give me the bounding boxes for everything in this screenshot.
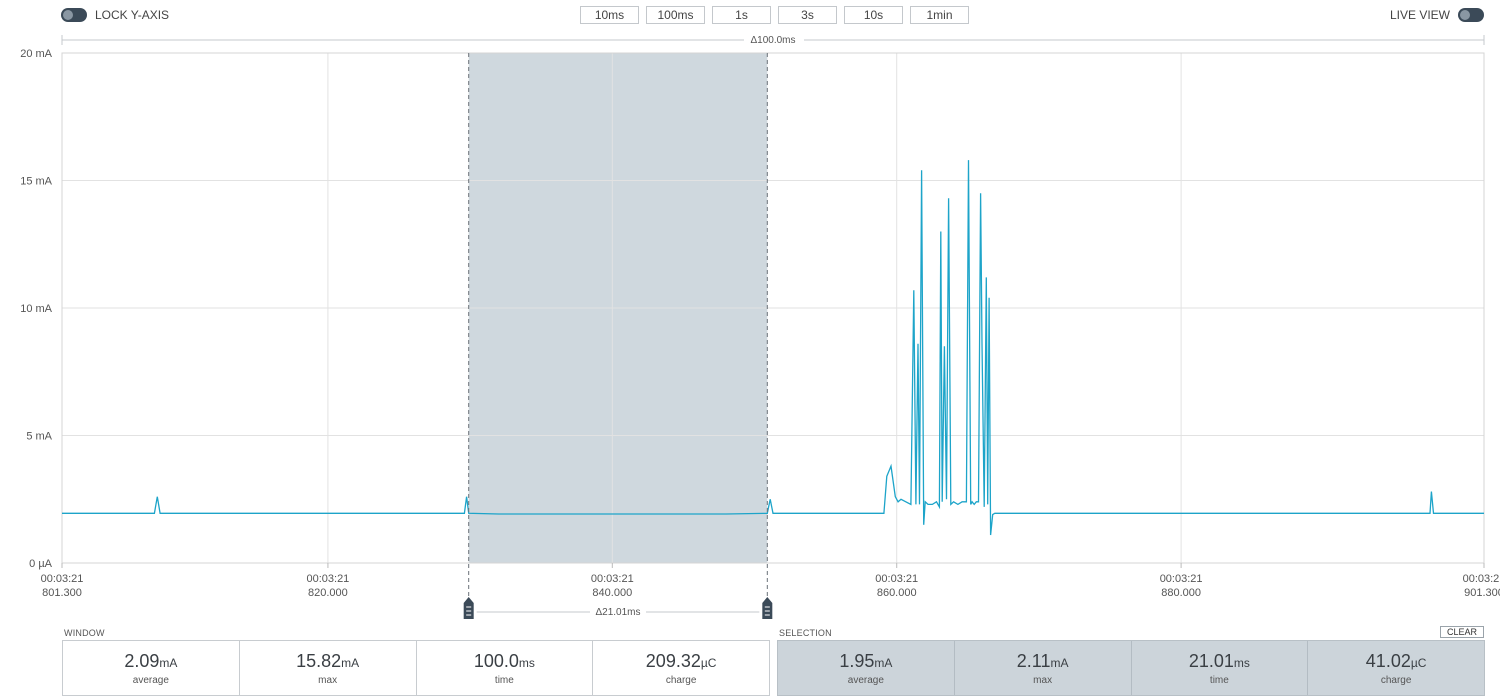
series-line-current bbox=[62, 160, 1484, 536]
window-delta-label: Δ100.0ms bbox=[750, 35, 795, 46]
x-tick-label-ms: 901.300 bbox=[1464, 587, 1500, 599]
selection-delta-bg bbox=[590, 605, 647, 619]
stat-unit: mA bbox=[1050, 656, 1069, 670]
y-tick-label: 0 µA bbox=[29, 558, 53, 570]
y-grid bbox=[62, 52, 1484, 564]
stat-unit: µC bbox=[700, 656, 717, 670]
stat-unit: mA bbox=[874, 656, 893, 670]
x-tick-label-time: 00:03:21 bbox=[875, 573, 918, 585]
stat-unit: ms bbox=[518, 656, 535, 670]
window-charge-stat: 209.32µC charge bbox=[593, 641, 769, 695]
handle-shape bbox=[463, 597, 474, 619]
time-range-buttons: 10ms 100ms 1s 3s 10s 1min bbox=[580, 6, 969, 24]
stat-name: max bbox=[318, 675, 338, 686]
stat-name: max bbox=[1033, 675, 1053, 686]
stat-unit: mA bbox=[159, 656, 178, 670]
y-tick-label: 20 mA bbox=[20, 48, 52, 60]
window-time-stat: 100.0ms time bbox=[417, 641, 594, 695]
stat-value: 100.0 bbox=[473, 651, 519, 671]
window-average-stat: 2.09mA average bbox=[63, 641, 240, 695]
current-chart[interactable]: Δ100.0ms 0 µA 5 mA 10 mA 15 mA 20 mA 00:03:2… bbox=[0, 0, 1500, 625]
x-tick-label-ms: 880.000 bbox=[1161, 587, 1201, 599]
selection-max-stat: 2.11mA max bbox=[955, 641, 1132, 695]
stat-value: 41.02 bbox=[1365, 651, 1411, 671]
window-delta-bg bbox=[744, 33, 804, 47]
plot-border bbox=[61, 52, 1485, 564]
stat-value: 2.09 bbox=[124, 651, 160, 671]
y-axis-labels: 0 µA 5 mA 10 mA 15 mA 20 mA bbox=[20, 48, 52, 570]
y-tick-label: 15 mA bbox=[20, 176, 52, 188]
stat-value: 15.82 bbox=[296, 651, 342, 671]
stat-value: 21.01 bbox=[1188, 651, 1234, 671]
x-axis-labels: 00:03:21 801.300 00:03:21 820.000 00:03:21 84… bbox=[41, 563, 1500, 599]
window-delta-bracket: Δ100.0ms bbox=[61, 33, 1485, 47]
stat-unit: ms bbox=[1233, 656, 1250, 670]
lock-y-axis-label: LOCK Y-AXIS bbox=[95, 8, 170, 22]
x-tick-label-time: 00:03:21 bbox=[1463, 573, 1500, 585]
x-tick-label-time: 00:03:21 bbox=[591, 573, 634, 585]
selection-average-stat: 1.95mA average bbox=[778, 641, 955, 695]
x-tick-label-ms: 860.000 bbox=[877, 587, 917, 599]
range-button-10ms[interactable]: 10ms bbox=[580, 6, 639, 24]
selection-time-stat: 21.01ms time bbox=[1132, 641, 1309, 695]
selection-markers bbox=[463, 53, 773, 619]
toggle-knob bbox=[1460, 10, 1470, 20]
range-button-1min[interactable]: 1min bbox=[910, 6, 969, 24]
stat-value: 2.11 bbox=[1016, 651, 1051, 671]
stat-name: average bbox=[847, 675, 884, 686]
window-max-stat: 15.82mA max bbox=[240, 641, 417, 695]
selection-cursor-handle[interactable] bbox=[762, 597, 773, 619]
stat-name: charge bbox=[1380, 675, 1412, 686]
lock-y-axis-control[interactable]: LOCK Y-AXIS bbox=[61, 8, 169, 22]
window-stats-label: WINDOW bbox=[64, 628, 105, 638]
stat-unit: mA bbox=[341, 656, 360, 670]
stat-value: 209.32 bbox=[645, 651, 701, 671]
stat-name: charge bbox=[665, 675, 697, 686]
stat-name: time bbox=[494, 675, 514, 686]
x-tick-label-time: 00:03:21 bbox=[306, 573, 349, 585]
x-tick-label-time: 00:03:21 bbox=[41, 573, 84, 585]
range-button-3s[interactable]: 3s bbox=[778, 6, 837, 24]
x-tick-label-ms: 820.000 bbox=[308, 587, 348, 599]
range-button-1s[interactable]: 1s bbox=[712, 6, 771, 24]
live-view-toggle[interactable] bbox=[1458, 8, 1484, 22]
selection-charge-stat: 41.02µC charge bbox=[1308, 641, 1484, 695]
selection-stats: 1.95mA average 2.11mA max 21.01ms time 4… bbox=[777, 640, 1485, 696]
y-tick-label: 10 mA bbox=[20, 303, 52, 315]
x-tick-label-time: 00:03:21 bbox=[1160, 573, 1203, 585]
clear-selection-button[interactable]: CLEAR bbox=[1440, 626, 1484, 638]
live-view-control[interactable]: LIVE VIEW bbox=[1390, 8, 1484, 22]
x-tick-label-ms: 801.300 bbox=[42, 587, 82, 599]
stat-name: average bbox=[132, 675, 169, 686]
window-stats: 2.09mA average 15.82mA max 100.0ms time … bbox=[62, 640, 770, 696]
stat-value: 1.95 bbox=[839, 651, 875, 671]
toggle-knob bbox=[63, 10, 73, 20]
range-button-10s[interactable]: 10s bbox=[844, 6, 903, 24]
stat-unit: µC bbox=[1410, 656, 1427, 670]
live-view-label: LIVE VIEW bbox=[1389, 8, 1450, 22]
selection-delta-bracket: Δ21.01ms bbox=[476, 605, 760, 619]
y-tick-label: 5 mA bbox=[26, 431, 52, 443]
lock-y-axis-toggle[interactable] bbox=[61, 8, 87, 22]
handle-shape bbox=[762, 597, 773, 619]
x-tick-label-ms: 840.000 bbox=[592, 587, 632, 599]
selection-stats-label: SELECTION bbox=[779, 628, 832, 638]
range-button-100ms[interactable]: 100ms bbox=[646, 6, 705, 24]
selection-cursor-handle[interactable] bbox=[463, 597, 474, 619]
stat-name: time bbox=[1209, 675, 1229, 686]
selection-delta-label: Δ21.01ms bbox=[595, 607, 640, 618]
